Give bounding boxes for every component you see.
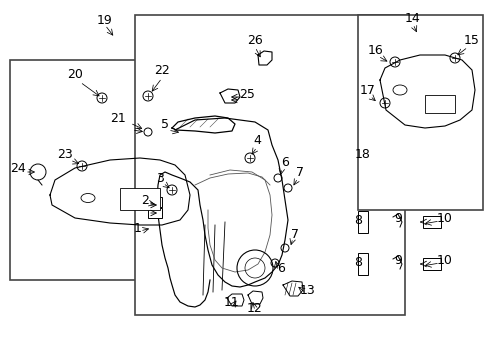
Text: 11: 11 [224, 297, 240, 310]
Text: 5: 5 [161, 118, 169, 131]
Text: 6: 6 [281, 157, 288, 170]
Text: 6: 6 [277, 261, 285, 274]
Text: 8: 8 [353, 256, 361, 269]
Text: 17: 17 [359, 84, 375, 96]
Bar [135, 15, 404, 315]
Text: 7: 7 [290, 229, 298, 242]
Text: 13: 13 [300, 284, 315, 297]
Bar [422, 258, 440, 270]
Bar [422, 216, 440, 228]
Text: 24: 24 [10, 162, 26, 175]
Text: 22: 22 [154, 63, 169, 77]
Bar [120, 188, 160, 210]
Bar [148, 208, 162, 218]
Text: 15: 15 [463, 33, 479, 46]
Text: 23: 23 [57, 148, 73, 162]
Text: 25: 25 [239, 89, 254, 102]
Text: 12: 12 [246, 302, 263, 315]
Bar [148, 197, 162, 207]
Text: 2: 2 [141, 194, 149, 207]
Ellipse shape [392, 85, 406, 95]
Text: 16: 16 [367, 44, 383, 57]
Text: 3: 3 [156, 171, 163, 184]
Bar [357, 253, 367, 275]
Text: 4: 4 [253, 134, 261, 147]
Text: 7: 7 [295, 166, 304, 180]
Text: 19: 19 [97, 13, 113, 27]
Text: 10: 10 [436, 253, 452, 266]
Text: 14: 14 [404, 12, 420, 24]
Text: 9: 9 [393, 253, 401, 266]
Text: 8: 8 [353, 213, 361, 226]
Text: 20: 20 [67, 68, 83, 81]
Text: 1: 1 [134, 221, 142, 234]
Bar [424, 95, 454, 113]
Ellipse shape [81, 194, 95, 202]
Text: 9: 9 [393, 211, 401, 225]
Text: 21: 21 [110, 112, 125, 125]
Text: 10: 10 [436, 211, 452, 225]
Bar [10, 60, 209, 280]
Text: 18: 18 [354, 148, 370, 162]
Text: 26: 26 [246, 33, 263, 46]
Bar [357, 15, 482, 210]
Bar [357, 211, 367, 233]
